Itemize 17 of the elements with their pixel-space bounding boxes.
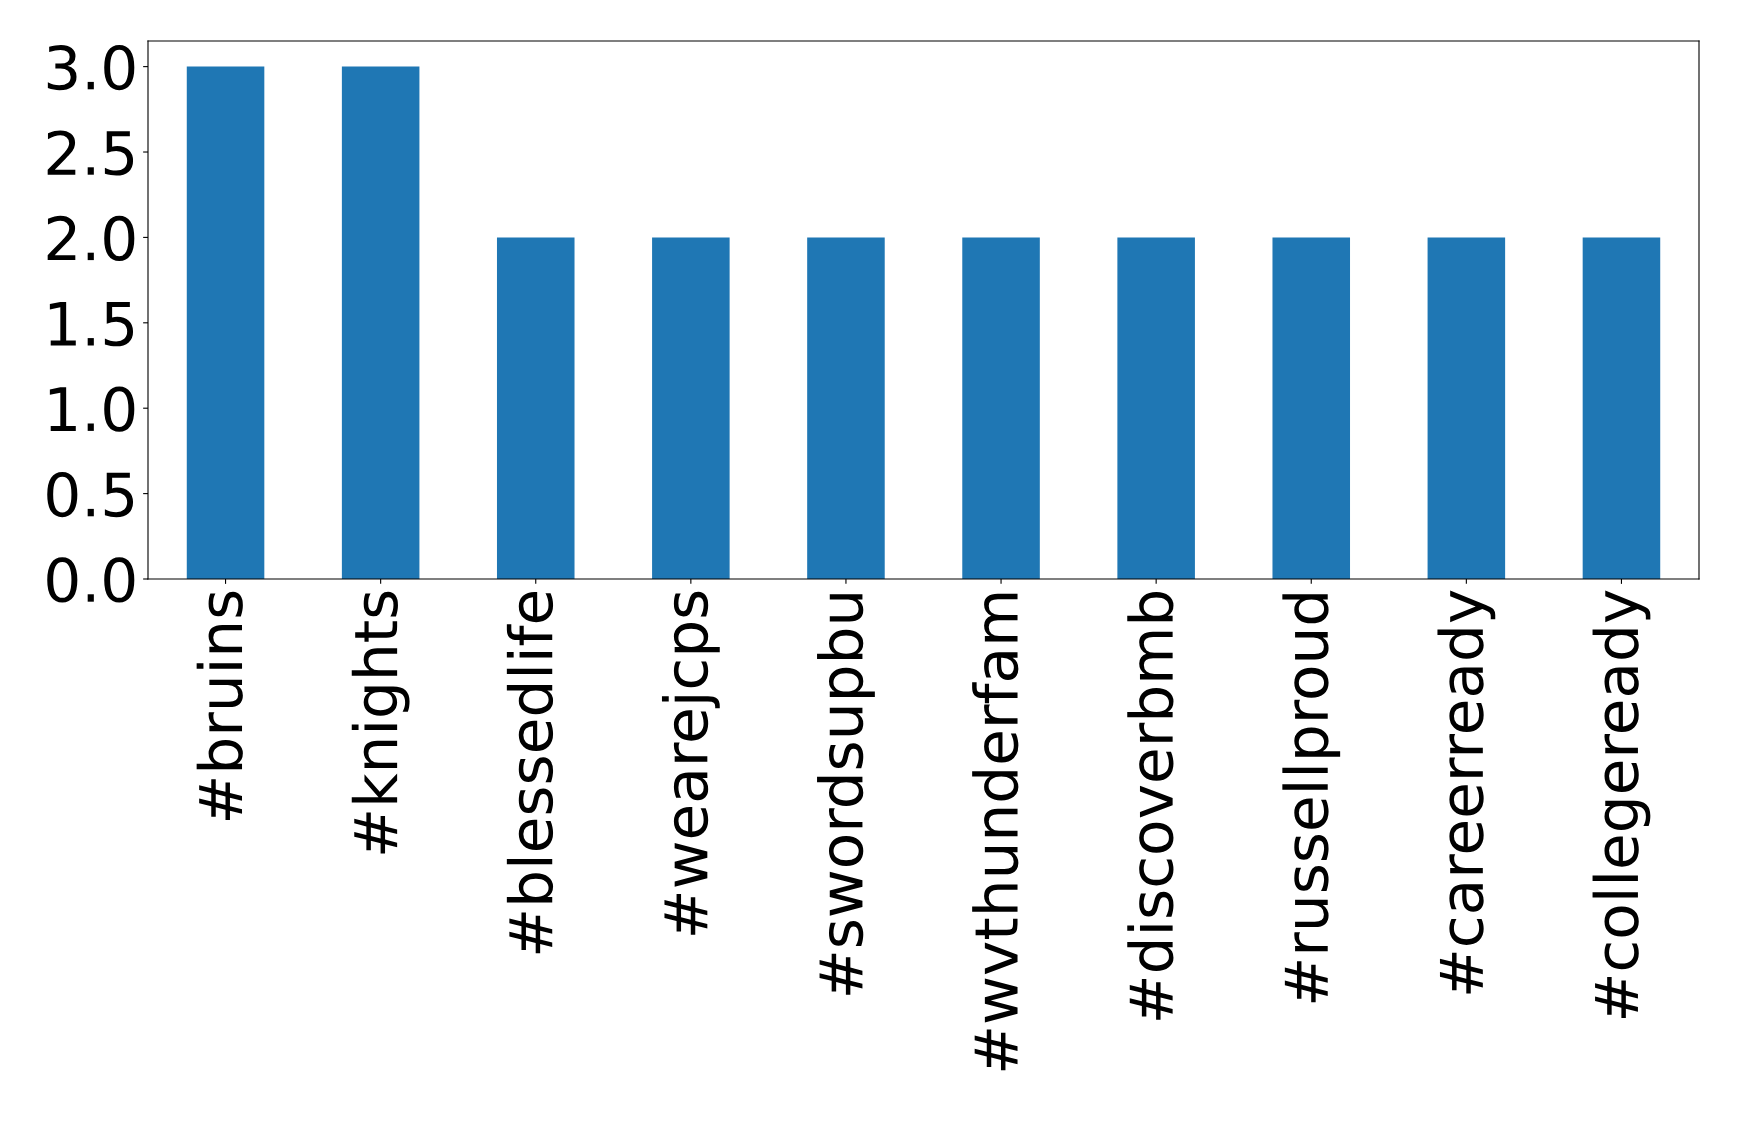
- y-tick-label: 1.0: [49, 386, 135, 432]
- x-tick-label: #knights: [351, 591, 410, 854]
- y-tick-label: 1.5: [49, 301, 134, 347]
- x-tick-label: #bruins: [196, 591, 243, 821]
- y-tick-label: 0.5: [47, 471, 134, 518]
- y-tick-label: 0.0: [47, 557, 135, 603]
- x-tick-label: #careerready: [1437, 590, 1496, 994]
- x-tick-label: #wvthunderfam: [972, 593, 1019, 1071]
- y-tick-label: 2.5: [47, 130, 134, 176]
- y-tick-label: 3.0: [47, 44, 135, 91]
- x-tick-label: #russellproud: [1282, 594, 1341, 1003]
- x-tick-label: #discoverbmb: [1127, 592, 1174, 1020]
- x-tick-label: #wearejcps: [661, 591, 720, 935]
- x-tick-label: #swordsupbu: [817, 594, 875, 995]
- y-tick-label: 2.0: [47, 215, 135, 261]
- x-tick-label: #collegeready: [1592, 590, 1651, 1018]
- x-tick-label: #blessedlife: [506, 591, 554, 954]
